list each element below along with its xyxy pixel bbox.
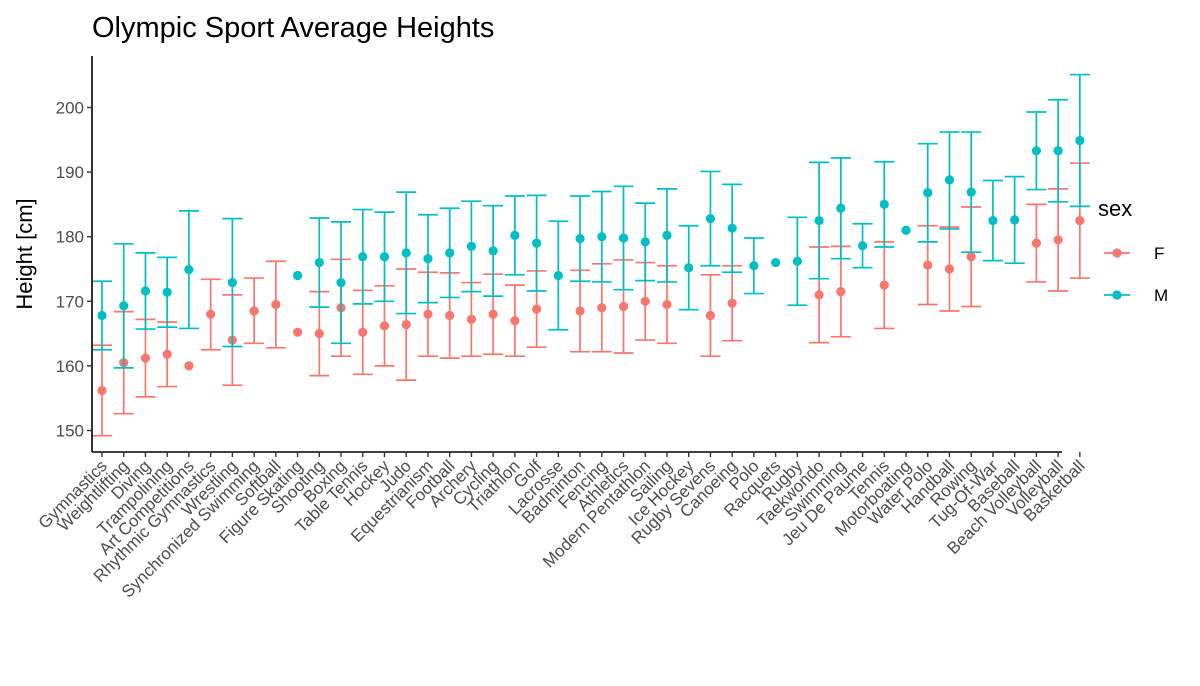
point-F [401, 319, 411, 330]
point-F [618, 301, 629, 312]
point-M [966, 187, 976, 197]
point-M [358, 252, 368, 262]
y-tick-label: 200 [56, 99, 84, 118]
point-F [510, 316, 520, 326]
point-F [358, 327, 368, 337]
legend-title: sex [1098, 196, 1132, 221]
point-M [379, 252, 390, 262]
point-M [705, 214, 716, 224]
point-M [944, 175, 955, 185]
point-F [1075, 215, 1085, 226]
point-M [684, 263, 694, 273]
point-F [1031, 238, 1041, 248]
point-F [184, 361, 194, 371]
point-M [488, 246, 498, 256]
legend-label-M: M [1154, 286, 1168, 305]
point-M [575, 234, 585, 244]
point-M [401, 248, 411, 258]
point-M [836, 203, 846, 213]
point-M [1031, 146, 1041, 156]
point-M [662, 230, 672, 241]
legend-point-F [1112, 248, 1122, 258]
series-M [92, 73, 1090, 369]
point-M [1075, 135, 1085, 146]
point-M [119, 301, 129, 311]
series-F [92, 162, 1090, 437]
point-F [814, 290, 824, 300]
point-F [879, 280, 889, 290]
point-M [184, 265, 194, 275]
point-F [488, 309, 498, 319]
point-M [749, 261, 759, 271]
point-M [923, 188, 933, 198]
point-M [792, 256, 802, 266]
point-F [662, 299, 672, 310]
y-tick-label: 180 [56, 228, 84, 247]
point-M [510, 230, 520, 241]
point-F [575, 306, 585, 316]
point-F [640, 296, 650, 306]
point-F [379, 321, 390, 331]
point-F [423, 309, 433, 319]
point-M [227, 277, 237, 288]
point-M [901, 225, 911, 235]
point-M [879, 199, 889, 209]
point-M [727, 223, 737, 233]
point-F [1053, 235, 1063, 245]
point-M [466, 241, 477, 251]
point-F [923, 260, 933, 270]
point-F [705, 310, 716, 321]
point-F [292, 327, 303, 337]
point-M [445, 248, 455, 258]
point-M [532, 238, 542, 248]
point-F [966, 252, 976, 262]
point-M [140, 286, 151, 296]
legend: sex F M [1098, 196, 1168, 305]
point-M [423, 254, 433, 264]
point-M [162, 287, 172, 297]
point-F [466, 314, 477, 324]
point-F [727, 298, 737, 308]
point-F [140, 353, 151, 363]
legend-label-F: F [1154, 244, 1164, 263]
y-tick-label: 190 [56, 163, 84, 182]
point-M [97, 310, 107, 321]
point-M [618, 233, 629, 243]
y-axis-title: Height [cm] [12, 198, 37, 309]
point-M [771, 257, 781, 268]
point-F [836, 287, 846, 297]
point-M [292, 270, 303, 281]
point-F [597, 303, 607, 313]
point-F [162, 349, 172, 359]
point-M [553, 270, 563, 281]
point-M [814, 215, 824, 226]
point-F [97, 385, 107, 396]
point-F [249, 306, 259, 316]
y-tick-label: 170 [56, 292, 84, 311]
x-axis: GymnasticsWeightliftingDivingTrampolinin… [35, 451, 1089, 601]
y-tick-label: 150 [56, 422, 84, 441]
point-F [944, 264, 955, 274]
point-M [1010, 215, 1020, 225]
point-F [314, 329, 324, 339]
point-M [988, 215, 998, 226]
point-M [314, 257, 324, 268]
legend-point-M [1112, 290, 1122, 300]
point-F [206, 309, 216, 319]
point-M [336, 277, 346, 288]
y-axis: 150 160 170 180 190 200 [56, 56, 93, 452]
chart-title: Olympic Sport Average Heights [92, 12, 494, 44]
plot-area [92, 73, 1090, 437]
point-F [271, 299, 281, 310]
point-M [857, 241, 868, 251]
point-M [640, 237, 650, 247]
point-M [1053, 146, 1063, 156]
point-M [597, 232, 607, 242]
point-F [445, 310, 455, 321]
point-F [532, 304, 542, 314]
y-tick-label: 160 [56, 357, 84, 376]
